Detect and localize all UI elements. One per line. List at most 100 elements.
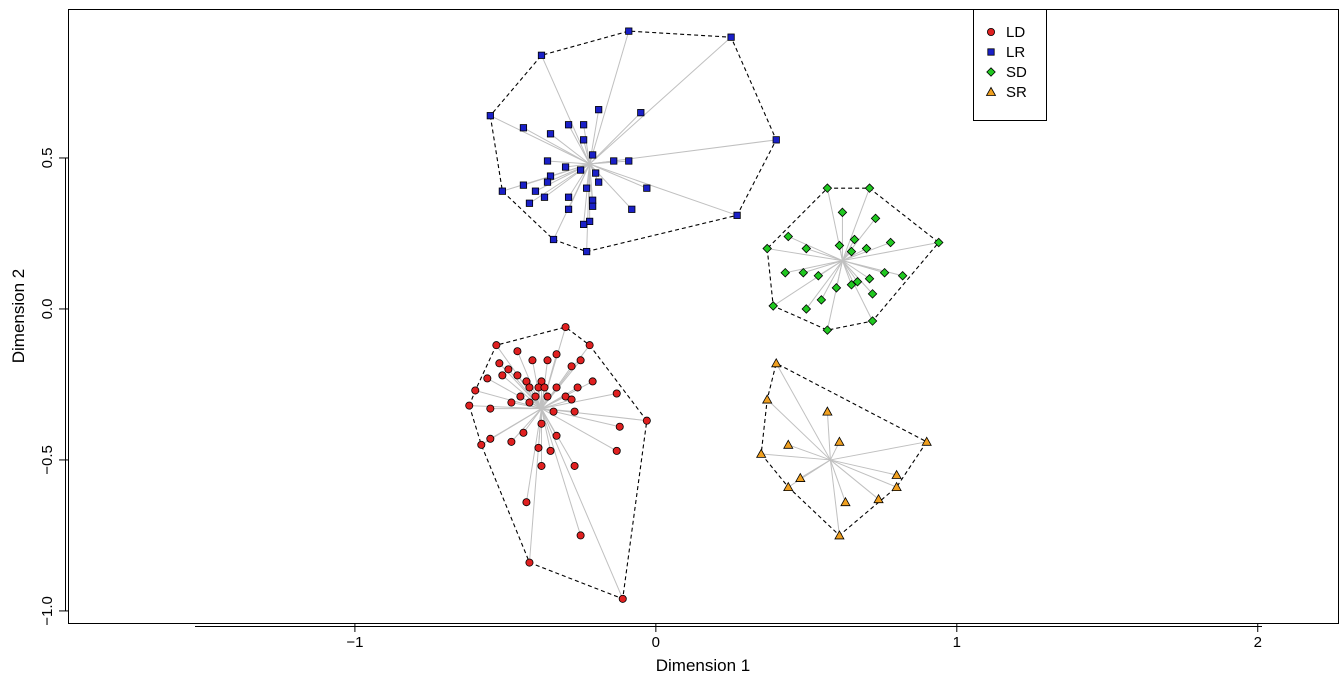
point-ld-37 xyxy=(615,422,624,431)
point-sr-3 xyxy=(834,436,845,446)
point-ld-31 xyxy=(465,401,474,410)
point-sd-26 xyxy=(867,316,878,326)
point-lr-27 xyxy=(564,193,573,201)
legend: LD LR SD SR xyxy=(973,9,1047,121)
point-sd-1 xyxy=(864,183,875,193)
point-lr-6 xyxy=(637,109,645,117)
point-ld-9 xyxy=(495,359,504,368)
point-sd-14 xyxy=(780,267,791,278)
point-sr-2 xyxy=(822,406,833,416)
point-ld-3 xyxy=(513,347,522,356)
legend-label-sd: SD xyxy=(1006,64,1027,81)
point-lr-10 xyxy=(546,130,555,138)
spoke-sr-2 xyxy=(826,411,831,460)
hull-lr xyxy=(489,30,777,253)
spoke-lr-4 xyxy=(490,115,590,165)
spoke-sr-0 xyxy=(775,363,831,461)
point-ld-27 xyxy=(507,398,516,407)
y-tick-label-0: −1.0 xyxy=(39,596,56,626)
point-ld-15 xyxy=(483,374,492,383)
spoke-lr-3 xyxy=(589,139,777,165)
point-sd-9 xyxy=(861,243,872,254)
spoke-lr-13 xyxy=(547,160,590,165)
point-ld-47 xyxy=(537,461,546,470)
spoke-sr-1 xyxy=(766,399,831,461)
point-lr-0 xyxy=(625,27,633,35)
point-sd-8 xyxy=(834,240,845,251)
legend-label-sr: SR xyxy=(1006,84,1027,101)
point-ld-8 xyxy=(567,362,576,371)
spoke-sd-14 xyxy=(785,260,843,274)
plot-frame xyxy=(68,9,1339,624)
spoke-sr-6 xyxy=(761,453,831,461)
spoke-ld-11 xyxy=(502,375,542,409)
spoke-lr-34 xyxy=(589,163,738,216)
point-sd-18 xyxy=(852,277,863,287)
hull-sd xyxy=(766,187,940,331)
point-ld-18 xyxy=(540,383,549,392)
point-lr-37 xyxy=(549,235,558,244)
point-sd-15 xyxy=(879,267,890,278)
spoke-sd-10 xyxy=(767,248,843,262)
spoke-ld-50 xyxy=(528,408,542,563)
point-sr-8 xyxy=(795,472,806,482)
spoke-ld-51 xyxy=(541,408,624,600)
point-sd-19 xyxy=(846,280,857,290)
spoke-lr-11 xyxy=(583,139,591,165)
spoke-ld-12 xyxy=(517,375,542,409)
point-sd-6 xyxy=(849,234,860,245)
spoke-sd-11 xyxy=(806,248,843,262)
spoke-lr-8 xyxy=(583,124,591,165)
x-tick-label-2: 1 xyxy=(953,634,961,651)
point-ld-2 xyxy=(492,341,501,350)
point-ld-22 xyxy=(471,386,480,395)
point-sd-7 xyxy=(885,237,896,248)
point-lr-23 xyxy=(643,184,651,192)
point-lr-7 xyxy=(564,121,573,129)
point-lr-38 xyxy=(583,247,591,256)
spoke-sd-21 xyxy=(842,260,903,277)
spoke-lr-38 xyxy=(586,163,591,252)
x-tick-label-3: 2 xyxy=(1254,634,1262,651)
legend-marker-sr xyxy=(985,86,997,96)
point-lr-1 xyxy=(727,33,735,41)
point-ld-45 xyxy=(612,446,621,455)
hull-sr xyxy=(760,362,928,537)
point-ld-33 xyxy=(549,407,558,416)
point-sd-21 xyxy=(897,270,908,281)
spoke-sd-18 xyxy=(842,260,858,283)
spoke-lr-6 xyxy=(589,112,642,165)
point-lr-17 xyxy=(577,166,585,174)
point-lr-8 xyxy=(580,121,588,129)
spoke-ld-44 xyxy=(540,408,552,451)
point-sd-11 xyxy=(801,243,812,254)
spoke-sd-25 xyxy=(772,260,843,307)
point-sr-9 xyxy=(783,481,794,492)
point-sd-22 xyxy=(867,289,878,299)
point-ld-16 xyxy=(525,383,534,392)
legend-label-ld: LD xyxy=(1006,24,1025,41)
point-ld-24 xyxy=(516,392,525,401)
point-sd-13 xyxy=(798,267,809,278)
spoke-ld-42 xyxy=(511,408,542,443)
point-ld-20 xyxy=(573,383,582,392)
point-ld-7 xyxy=(576,356,585,365)
point-lr-12 xyxy=(589,151,597,159)
spoke-ld-45 xyxy=(541,408,617,452)
spoke-lr-9 xyxy=(523,127,590,165)
point-sr-10 xyxy=(891,481,902,492)
legend-marker-sd xyxy=(986,67,996,77)
point-ld-43 xyxy=(477,440,486,449)
point-sr-1 xyxy=(762,394,773,404)
spoke-lr-36 xyxy=(583,163,591,225)
point-ld-35 xyxy=(642,416,651,425)
point-sd-0 xyxy=(822,183,833,193)
point-sd-25 xyxy=(768,301,778,311)
point-lr-5 xyxy=(595,106,603,114)
spoke-lr-23 xyxy=(589,163,648,189)
point-lr-31 xyxy=(589,202,597,210)
point-sd-24 xyxy=(801,304,812,314)
spoke-sd-9 xyxy=(842,248,867,262)
legend-marker-lr xyxy=(987,48,995,56)
